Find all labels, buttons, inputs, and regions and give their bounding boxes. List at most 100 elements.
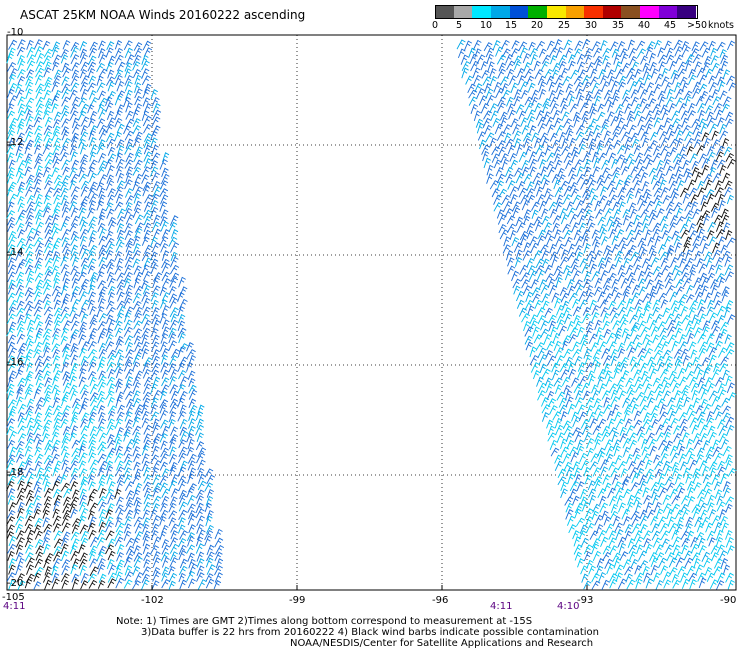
wind-barb [177, 397, 186, 408]
wind-barb [52, 75, 62, 85]
wind-barb [528, 125, 537, 136]
wind-barb [506, 96, 515, 107]
wind-barb [681, 82, 689, 93]
wind-barb [61, 361, 70, 373]
wind-barb [615, 487, 624, 498]
wind-barb [17, 54, 25, 65]
wind-barb [123, 523, 132, 534]
wind-barb [672, 73, 680, 85]
wind-barb [61, 88, 71, 100]
wind-barb [151, 172, 160, 183]
wind-barb [652, 265, 662, 276]
wind-barb [186, 349, 196, 359]
wind-barb [523, 138, 531, 149]
wind-barb [678, 153, 688, 163]
wind-barb [188, 377, 196, 387]
wind-barb [537, 116, 547, 127]
wind-barb [188, 563, 198, 575]
wind-barb [125, 110, 134, 120]
wind-barb [35, 103, 45, 113]
wind-barb [611, 131, 620, 141]
wind-barb [589, 299, 597, 310]
wind-barb [593, 286, 603, 296]
wind-barb [563, 185, 573, 197]
wind-barb [505, 250, 514, 261]
wind-barb [42, 425, 50, 436]
wind-barb [715, 411, 723, 421]
wind-barb [633, 255, 643, 267]
wind-barb [591, 580, 601, 590]
wind-barb [692, 208, 701, 219]
wind-barb [610, 396, 620, 407]
wind-barb [692, 53, 702, 64]
wind-barb [88, 284, 96, 295]
wind-barb [614, 61, 623, 72]
x-axis-label: -96 [432, 595, 449, 606]
wind-barb [179, 356, 189, 366]
wind-barb [686, 530, 695, 541]
wind-barb [124, 502, 134, 512]
wind-barb [696, 258, 704, 267]
wind-barb [7, 488, 16, 498]
wind-barb [88, 118, 96, 128]
wind-barb [8, 137, 16, 148]
wind-barb [71, 447, 81, 458]
wind-barb [607, 487, 616, 499]
wind-barb [706, 145, 715, 156]
wind-barb [79, 479, 89, 491]
wind-barb [664, 355, 673, 366]
wind-barb [134, 531, 144, 541]
wind-barb [69, 389, 78, 401]
wind-barb [7, 152, 15, 163]
wind-barb [603, 404, 613, 414]
wind-barb [70, 103, 79, 114]
wind-barb [685, 137, 695, 148]
wind-barb [557, 476, 567, 486]
wind-barb [61, 62, 70, 72]
wind-barb [80, 195, 90, 206]
wind-barb [541, 404, 551, 414]
wind-barb [142, 88, 151, 99]
wind-barb [8, 299, 18, 311]
wind-barb [61, 159, 71, 170]
wind-barb [62, 137, 71, 148]
wind-barb [186, 532, 195, 541]
wind-barb [516, 222, 526, 233]
wind-barb [572, 341, 581, 352]
wind-barb [637, 312, 645, 323]
wind-barb [124, 571, 134, 582]
wind-barb [605, 523, 615, 534]
wind-barb [655, 579, 664, 590]
wind-barb [564, 236, 573, 247]
wind-barb [52, 214, 60, 225]
wind-barb [603, 396, 611, 408]
wind-barb [78, 452, 88, 463]
wind-barb [578, 290, 588, 302]
wind-barb [79, 244, 88, 255]
wind-barb [8, 193, 18, 204]
wind-barb [114, 69, 124, 79]
wind-barb [686, 370, 695, 381]
wind-barb [660, 137, 670, 148]
wind-barb [697, 496, 706, 506]
wind-barb [661, 76, 670, 86]
wind-barb [42, 166, 51, 178]
wind-barb [25, 454, 34, 465]
wind-barb [133, 461, 141, 471]
wind-barb [585, 437, 595, 449]
wind-barb [693, 138, 702, 148]
wind-barb [601, 348, 611, 359]
wind-barb [79, 564, 88, 576]
wind-barb [53, 299, 62, 310]
wind-barb [610, 467, 620, 478]
wind-barb [722, 69, 731, 79]
wind-barb [16, 348, 26, 359]
wind-barb [484, 124, 493, 135]
wind-barb [603, 89, 613, 100]
wind-barb [34, 453, 44, 464]
wind-barb [60, 221, 68, 232]
wind-barb [35, 361, 44, 372]
wind-barb [636, 460, 646, 470]
wind-barb [701, 551, 711, 562]
wind-barb [6, 531, 14, 541]
